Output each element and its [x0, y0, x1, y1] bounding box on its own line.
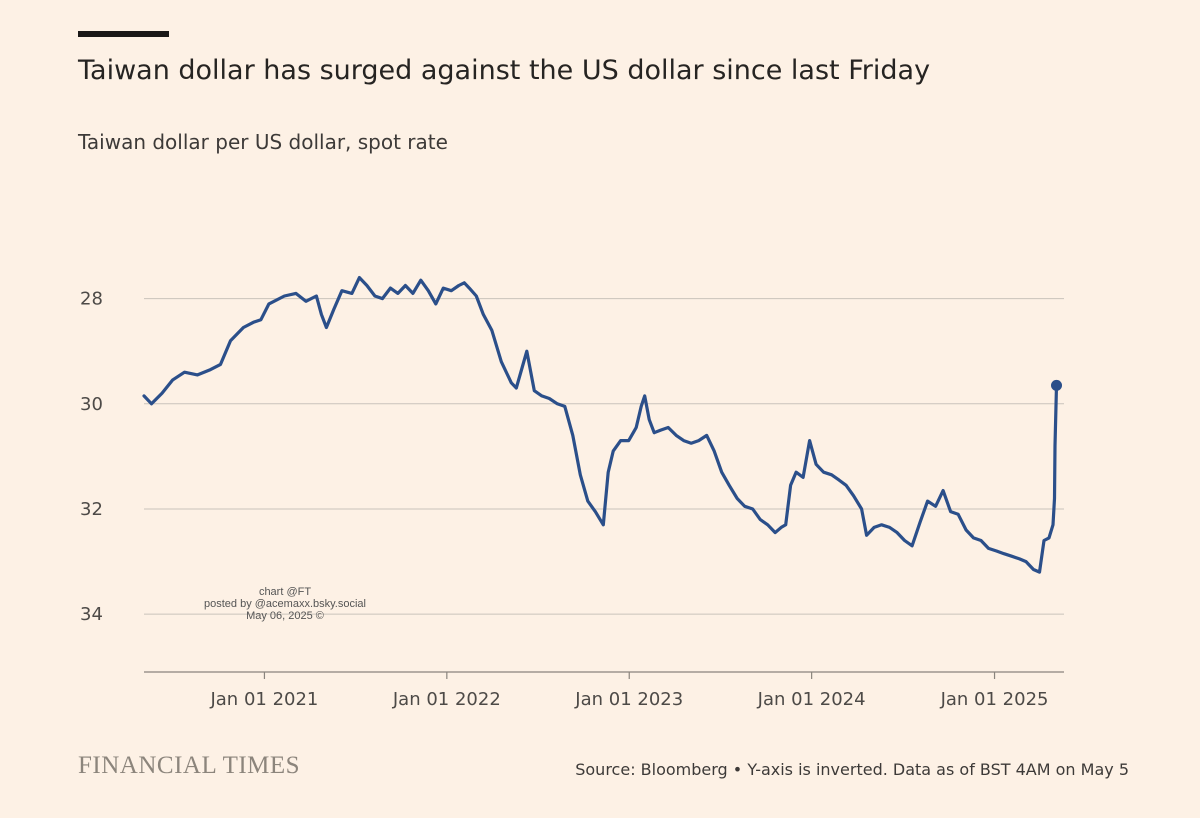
y-tick-label: 28	[80, 289, 103, 310]
y-axis-ticks: 28 30 32 34	[80, 289, 103, 626]
x-axis-ticks: Jan 01 2021 Jan 01 2022 Jan 01 2023 Jan 01 …	[209, 672, 1048, 710]
source-note: Source: Bloomberg • Y-axis is inverted. …	[575, 760, 1129, 779]
y-tick-label: 34	[80, 604, 103, 625]
latest-value-marker	[1051, 379, 1063, 391]
x-tick-label: Jan 01 2023	[574, 689, 683, 710]
ft-logo: FINANCIAL TIMES	[78, 752, 301, 779]
chart-title: Taiwan dollar has surged against the US …	[78, 55, 931, 86]
watermark-line-3: May 06, 2025 ©	[246, 610, 324, 622]
top-rule	[78, 31, 169, 37]
x-tick-label: Jan 01 2021	[209, 689, 318, 710]
y-tick-label: 32	[80, 499, 103, 520]
watermark: chart @FT posted by @acemaxx.bsky.social…	[200, 586, 370, 622]
chart-subtitle: Taiwan dollar per US dollar, spot rate	[78, 130, 448, 154]
x-tick-label: Jan 01 2024	[757, 689, 866, 710]
spot-rate-line	[142, 276, 1059, 574]
y-tick-label: 30	[80, 394, 103, 415]
gridlines	[144, 298, 1064, 615]
x-tick-label: Jan 01 2025	[940, 689, 1049, 710]
x-tick-label: Jan 01 2022	[392, 689, 501, 710]
watermark-line-2: posted by @acemaxx.bsky.social	[204, 598, 366, 610]
watermark-line-1: chart @FT	[258, 586, 312, 598]
